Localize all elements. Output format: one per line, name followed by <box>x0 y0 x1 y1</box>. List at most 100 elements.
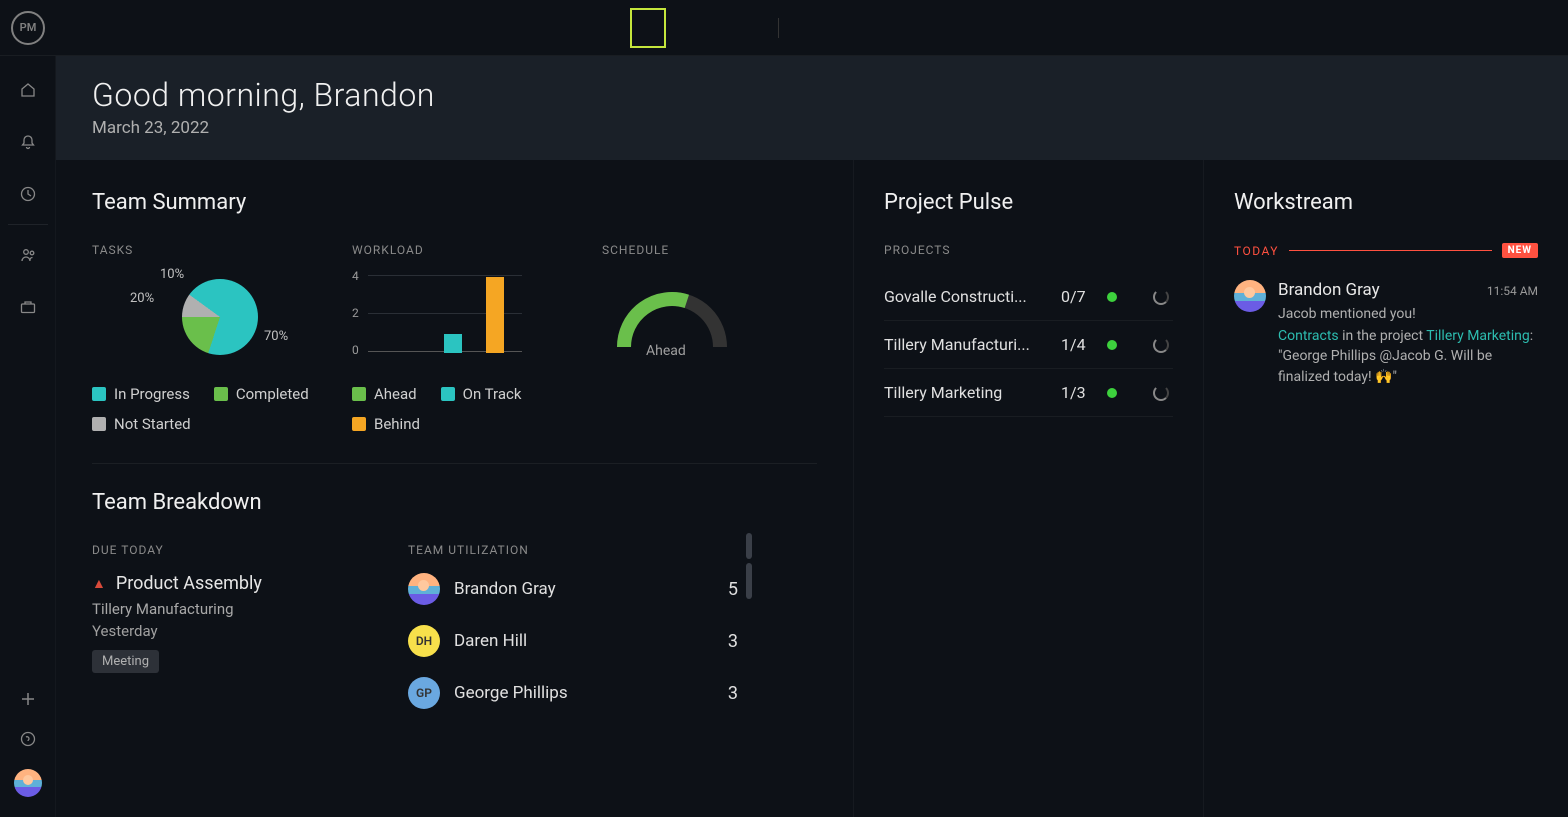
project-pulse-title: Project Pulse <box>884 190 1173 215</box>
workload-label: WORKLOAD <box>352 243 562 257</box>
tasks-label: TASKS <box>92 243 312 257</box>
utilization-label: TEAM UTILIZATION <box>408 543 738 557</box>
legend-item: In Progress <box>92 385 190 403</box>
legend-item: Not Started <box>92 415 191 433</box>
utilization-row[interactable]: Brandon Gray5 <box>408 573 738 605</box>
user-avatar <box>408 573 440 605</box>
workstream-author: Brandon Gray <box>1278 280 1380 300</box>
nav-board-icon[interactable] <box>891 10 923 46</box>
sidebar-help-icon[interactable] <box>18 729 38 749</box>
user-avatar-initials: GP <box>408 677 440 709</box>
pie-label-20: 20% <box>130 291 154 306</box>
tasks-legend: In Progress Completed Not Started <box>92 385 312 433</box>
utilization-count: 5 <box>728 579 738 600</box>
bar-tick-0: 0 <box>352 343 359 357</box>
legend-swatch <box>441 387 455 401</box>
workload-bar-chart: 4 2 0 <box>352 273 522 363</box>
header: Good morning, Brandon March 23, 2022 <box>56 56 1568 160</box>
project-name: Tillery Manufacturi... <box>884 335 1049 354</box>
utilization-count: 3 <box>728 631 738 652</box>
header-date: March 23, 2022 <box>92 118 1532 138</box>
nav-overview-icon[interactable] <box>558 10 590 46</box>
sidebar-user-avatar[interactable] <box>14 769 42 797</box>
utilization-row[interactable]: DH Daren Hill 3 <box>408 625 738 657</box>
user-avatar-initials: DH <box>408 625 440 657</box>
bar-tick-2: 2 <box>352 306 359 320</box>
workstream-link[interactable]: Tillery Marketing <box>1426 328 1530 344</box>
panel-team: Team Summary TASKS 10% 20% 70% In Progre… <box>56 160 854 817</box>
top-bar: PM <box>0 0 1568 56</box>
legend-item: Ahead <box>352 385 417 403</box>
utilization-name: George Phillips <box>454 683 714 703</box>
logo[interactable]: PM <box>0 0 56 56</box>
logo-text: PM <box>11 11 45 45</box>
utilization-row[interactable]: GP George Phillips 3 <box>408 677 738 709</box>
schedule-label: SCHEDULE <box>602 243 802 257</box>
workstream-line1: Jacob mentioned you! <box>1278 306 1538 322</box>
legend-label: Behind <box>374 415 420 433</box>
legend-label: Ahead <box>374 385 417 403</box>
legend-label: On Track <box>463 385 522 403</box>
workload-legend: Ahead On Track Behind <box>352 385 562 433</box>
legend-swatch <box>352 417 366 431</box>
bar <box>486 277 504 353</box>
project-row[interactable]: Tillery Marketing 1/3 <box>884 369 1173 417</box>
utilization-count: 3 <box>728 683 738 704</box>
workstream-message: Contracts in the project Tillery Marketi… <box>1278 326 1538 387</box>
progress-ring-icon <box>1153 337 1169 353</box>
legend-swatch <box>92 417 106 431</box>
sidebar-bell-icon[interactable] <box>18 132 38 152</box>
schedule-gauge: Ahead <box>602 277 742 367</box>
due-today-label: DUE TODAY <box>92 543 352 557</box>
bar <box>444 334 462 353</box>
warning-icon: ▲ <box>92 575 106 592</box>
sidebar-home-icon[interactable] <box>18 80 38 100</box>
today-divider <box>1289 250 1492 251</box>
today-label: TODAY <box>1234 244 1279 258</box>
project-name: Govalle Constructi... <box>884 287 1049 306</box>
nav-team-icon[interactable] <box>630 8 666 48</box>
status-dot-icon <box>1107 292 1117 302</box>
progress-ring-icon <box>1153 385 1169 401</box>
due-item-title: Product Assembly <box>116 573 262 594</box>
sidebar <box>0 56 56 817</box>
nav-calendar-icon[interactable] <box>963 10 995 46</box>
scrollbar[interactable] <box>746 563 752 599</box>
nav-list-icon[interactable] <box>819 10 851 46</box>
legend-label: In Progress <box>114 385 190 403</box>
team-breakdown-title: Team Breakdown <box>92 490 817 515</box>
status-dot-icon <box>1107 340 1117 350</box>
legend-swatch <box>92 387 106 401</box>
sidebar-people-icon[interactable] <box>18 245 38 265</box>
due-item-tag: Meeting <box>92 650 159 673</box>
project-ratio: 0/7 <box>1061 287 1095 306</box>
sidebar-briefcase-icon[interactable] <box>18 297 38 317</box>
sidebar-clock-icon[interactable] <box>18 184 38 204</box>
workstream-time: 11:54 AM <box>1487 284 1538 298</box>
project-ratio: 1/4 <box>1061 335 1095 354</box>
scrollbar[interactable] <box>746 533 752 559</box>
project-row[interactable]: Govalle Constructi... 0/7 <box>884 273 1173 321</box>
project-row[interactable]: Tillery Manufacturi... 1/4 <box>884 321 1173 369</box>
legend-item: Completed <box>214 385 309 403</box>
project-ratio: 1/3 <box>1061 383 1095 402</box>
sidebar-add-icon[interactable] <box>18 689 38 709</box>
workstream-item[interactable]: Brandon Gray 11:54 AM Jacob mentioned yo… <box>1234 280 1538 387</box>
legend-label: Completed <box>236 385 309 403</box>
nav-briefcase-icon[interactable] <box>706 10 738 46</box>
due-item-project: Tillery Manufacturing <box>92 600 352 618</box>
new-badge: NEW <box>1502 243 1538 258</box>
greeting: Good morning, Brandon <box>92 76 1532 114</box>
progress-ring-icon <box>1153 289 1169 305</box>
projects-label: PROJECTS <box>884 243 1173 257</box>
utilization-name: Daren Hill <box>454 631 714 651</box>
project-name: Tillery Marketing <box>884 383 1049 402</box>
workstream-link[interactable]: Contracts <box>1278 328 1339 344</box>
tasks-pie-chart: 10% 20% 70% <box>152 273 282 363</box>
panel-project-pulse: Project Pulse PROJECTS Govalle Construct… <box>854 160 1204 817</box>
user-avatar <box>1234 280 1266 312</box>
due-item[interactable]: ▲ Product Assembly Tillery Manufacturing… <box>92 573 352 673</box>
team-summary-title: Team Summary <box>92 190 817 215</box>
status-dot-icon <box>1107 388 1117 398</box>
nav-file-icon[interactable] <box>1035 10 1067 46</box>
